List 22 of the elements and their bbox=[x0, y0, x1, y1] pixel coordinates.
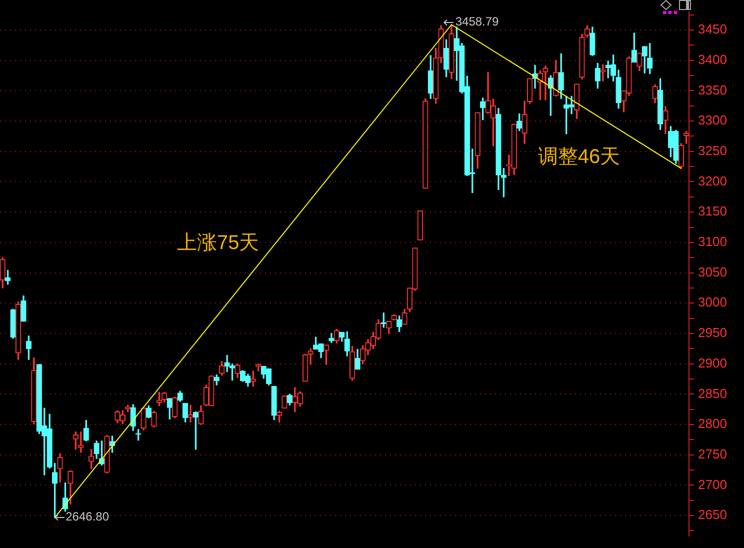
y-tick-label: 3150 bbox=[698, 204, 727, 219]
y-tick-label: 3000 bbox=[698, 294, 727, 310]
y-tick-label: 3400 bbox=[698, 52, 727, 67]
y-tick-label: 2850 bbox=[698, 386, 727, 401]
annotation: 2646.80 bbox=[66, 509, 110, 524]
y-tick-label: 3250 bbox=[698, 142, 727, 158]
y-tick-label: 2900 bbox=[698, 355, 727, 370]
y-tick-label: 2650 bbox=[698, 507, 727, 522]
y-tick-label: 3200 bbox=[698, 173, 727, 188]
y-tick-label: 2950 bbox=[698, 325, 727, 340]
candlestick bbox=[188, 404, 194, 422]
y-tick-label: 2800 bbox=[698, 416, 727, 432]
y-tick-label: 3300 bbox=[698, 112, 727, 128]
annotation: 调整46天 bbox=[538, 146, 620, 168]
annotation: 上涨75天 bbox=[176, 232, 260, 254]
y-tick-label: 2700 bbox=[698, 476, 727, 492]
annotation: 3458.79 bbox=[455, 14, 500, 29]
y-tick-label: 3100 bbox=[698, 234, 727, 250]
y-tick-label: 3350 bbox=[698, 82, 727, 98]
y-tick-label: 3450 bbox=[698, 22, 727, 37]
y-tick-label: 2750 bbox=[698, 446, 727, 462]
y-tick-label: 3050 bbox=[698, 264, 727, 280]
